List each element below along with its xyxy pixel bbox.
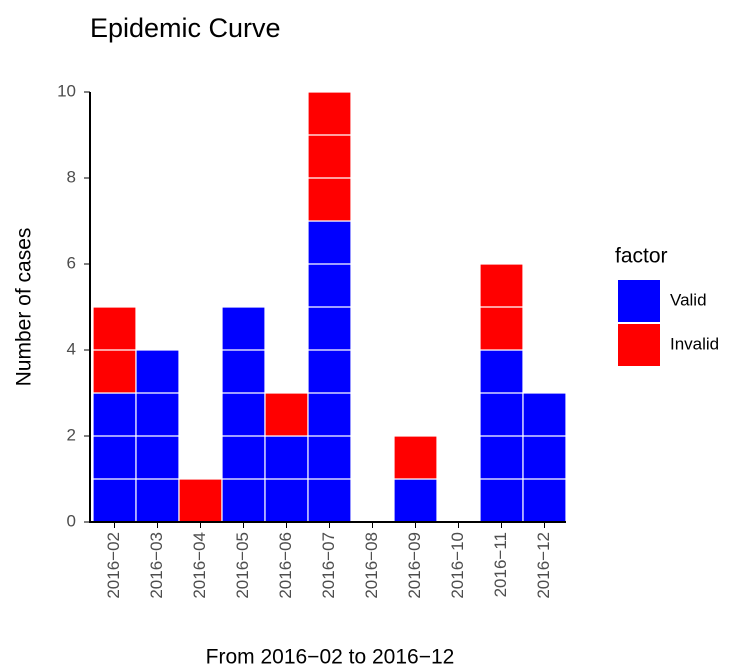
y-tick-label: 8 — [67, 167, 76, 186]
chart-title: Epidemic Curve — [90, 13, 281, 43]
x-tick-label: 2016−09 — [405, 532, 424, 599]
x-tick-label: 2016−02 — [104, 532, 123, 599]
y-tick-label: 2 — [67, 425, 76, 444]
bar-segment — [393, 435, 438, 480]
legend-label: Valid — [670, 290, 707, 309]
x-tick-label: 2016−12 — [534, 532, 553, 599]
legend-label: Invalid — [670, 334, 719, 353]
x-tick-label: 2016−06 — [276, 532, 295, 599]
y-tick-label: 0 — [67, 511, 76, 530]
legend-title: factor — [615, 245, 668, 268]
x-tick-label: 2016−03 — [147, 532, 166, 599]
x-tick-label: 2016−07 — [319, 532, 338, 599]
bar-segment — [264, 392, 309, 437]
x-tick-label: 2016−04 — [190, 532, 209, 599]
y-tick-label: 10 — [57, 81, 76, 100]
bar-segment — [178, 478, 223, 523]
bar-segment — [221, 306, 266, 523]
x-tick-label: 2016−10 — [448, 532, 467, 599]
y-axis-title: Number of cases — [13, 228, 36, 387]
y-tick-label: 4 — [67, 339, 76, 358]
bar-segment — [307, 220, 352, 523]
legend-key — [618, 280, 660, 322]
x-axis-title: From 2016−02 to 2016−12 — [206, 646, 455, 669]
x-tick-label: 2016−11 — [491, 532, 510, 597]
bar-segment — [307, 91, 352, 222]
y-tick-label: 6 — [67, 253, 76, 272]
bar-segment — [92, 392, 137, 523]
x-tick-label: 2016−08 — [362, 532, 381, 599]
legend-key — [618, 324, 660, 366]
bar-segment — [522, 392, 567, 523]
bar-segment — [393, 478, 438, 523]
x-tick-label: 2016−05 — [233, 532, 252, 599]
